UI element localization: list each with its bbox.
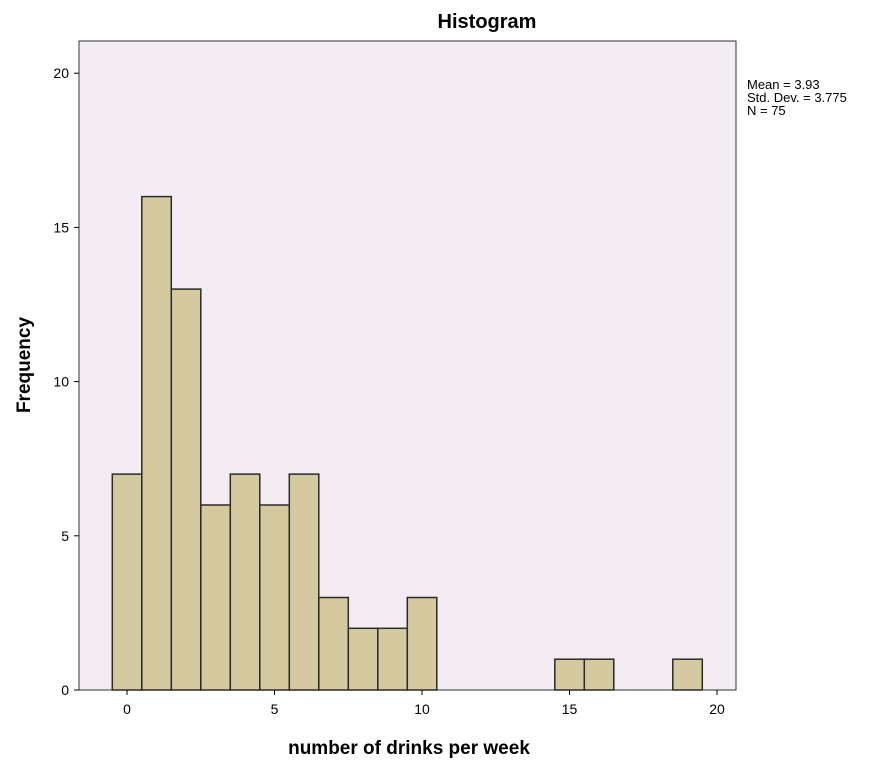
histogram-bar [347,627,379,691]
histogram-bar [318,596,350,691]
x-tick-label: 10 [414,701,430,717]
y-tick-label: 15 [53,219,69,235]
y-axis-label: Frequency [14,317,35,414]
summary-stat-line: N = 75 [747,103,786,118]
y-tick-label: 10 [53,374,69,390]
chart-title: Histogram [438,11,537,33]
x-tick-label: 0 [123,701,131,717]
summary-stat-line: Std. Dev. = 3.775 [747,90,847,105]
histogram-bar [229,473,261,691]
y-axis-ticks: 0 5 10 15 20 [53,65,79,698]
histogram-bar [111,473,143,691]
x-axis-ticks: 0 5 10 15 20 [123,690,725,717]
x-tick-label: 20 [709,701,725,717]
x-axis-label: number of drinks per week [288,738,530,759]
histogram-bar [141,195,173,691]
histogram-bar [377,627,409,691]
histogram-bars [111,195,704,691]
histogram-bar [583,658,615,691]
histogram-bar [200,504,232,691]
y-tick-label: 20 [53,65,69,81]
summary-stat-line: Mean = 3.93 [747,77,820,92]
x-tick-label: 5 [271,701,279,717]
x-tick-label: 15 [562,701,578,717]
y-tick-label: 5 [61,528,69,544]
histogram-bar [554,658,586,691]
histogram-bar [672,658,704,691]
histogram-bar [406,596,438,691]
histogram-bar [259,504,291,691]
histogram-bar [288,473,320,691]
histogram-bar [170,288,202,691]
y-tick-label: 0 [61,682,69,698]
